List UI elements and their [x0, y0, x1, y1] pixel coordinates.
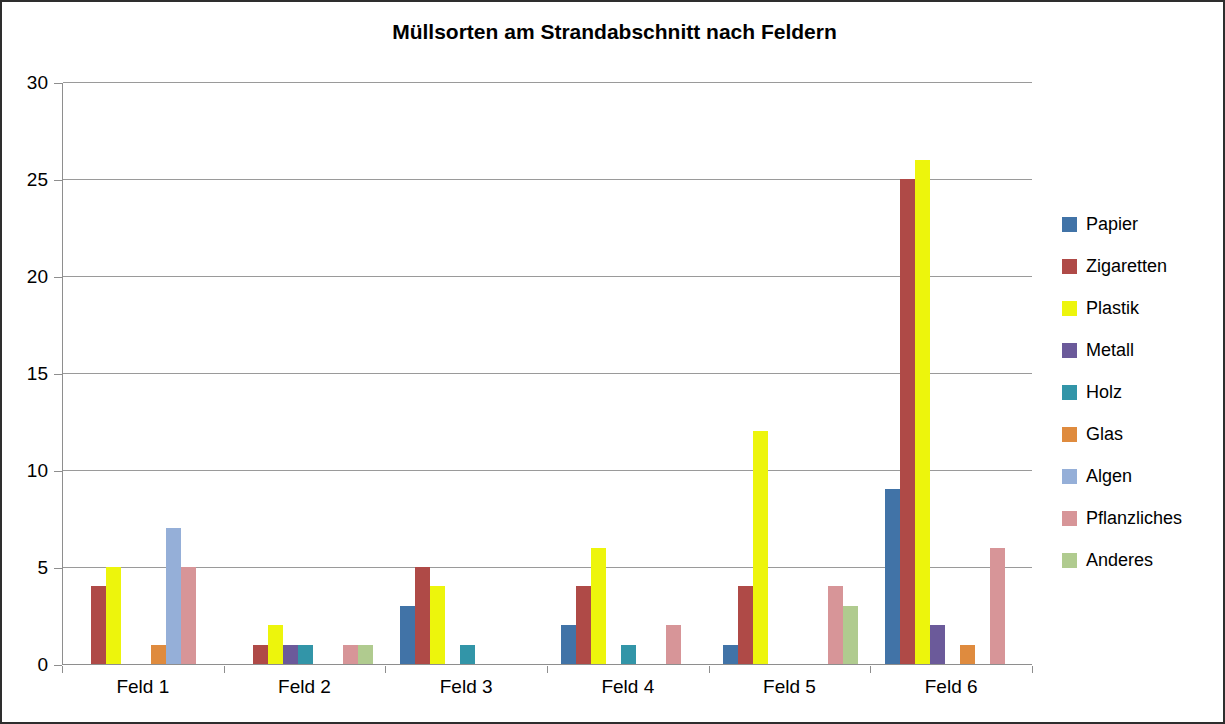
legend-swatch-icon — [1062, 511, 1077, 526]
x-tick-mark — [1032, 666, 1033, 673]
bar-algen-feld-1 — [166, 528, 181, 664]
legend-swatch-icon — [1062, 301, 1077, 316]
legend-item-holz: Holz — [1062, 371, 1182, 413]
legend-swatch-icon — [1062, 259, 1077, 274]
bar-plastik-feld-4 — [591, 548, 606, 664]
legend-item-papier: Papier — [1062, 203, 1182, 245]
y-axis-label: 20 — [2, 266, 48, 288]
bar-metall-feld-6 — [930, 625, 945, 664]
legend-item-pflanzliches: Pflanzliches — [1062, 497, 1182, 539]
y-axis-label: 10 — [2, 460, 48, 482]
x-tick-mark — [709, 666, 710, 673]
bar-plastik-feld-3 — [430, 586, 445, 664]
y-tick-mark — [54, 568, 62, 569]
bar-plastik-feld-5 — [753, 431, 768, 664]
bar-anderes-feld-2 — [358, 645, 373, 664]
legend-label: Zigaretten — [1086, 256, 1167, 277]
y-axis-label: 15 — [2, 363, 48, 385]
y-tick-mark — [54, 471, 62, 472]
legend-item-metall: Metall — [1062, 329, 1182, 371]
x-tick-mark — [385, 666, 386, 673]
y-axis-label: 5 — [2, 557, 48, 579]
bar-papier-feld-5 — [723, 645, 738, 664]
gridline-25 — [63, 179, 1032, 180]
bar-metall-feld-2 — [283, 645, 298, 664]
bar-papier-feld-6 — [885, 489, 900, 664]
y-tick-mark — [54, 180, 62, 181]
y-axis-label: 25 — [2, 169, 48, 191]
y-tick-mark — [54, 665, 62, 666]
x-tick-mark — [870, 666, 871, 673]
legend: Papier Zigaretten Plastik Metall Holz Glas Alg… — [1062, 203, 1182, 581]
bar-zigaretten-feld-1 — [91, 586, 106, 664]
legend-swatch-icon — [1062, 343, 1077, 358]
chart-title: Müllsorten am Strandabschnitt nach Felde… — [2, 20, 1225, 44]
x-axis-label-feld-3: Feld 3 — [385, 676, 547, 698]
bar-glas-feld-1 — [151, 645, 166, 664]
legend-label: Metall — [1086, 340, 1134, 361]
bar-zigaretten-feld-5 — [738, 586, 753, 664]
x-axis-label-feld-4: Feld 4 — [547, 676, 709, 698]
bar-holz-feld-4 — [621, 645, 636, 664]
legend-swatch-icon — [1062, 217, 1077, 232]
bar-papier-feld-3 — [400, 606, 415, 664]
legend-label: Plastik — [1086, 298, 1139, 319]
legend-item-glas: Glas — [1062, 413, 1182, 455]
bar-anderes-feld-5 — [843, 606, 858, 664]
bar-plastik-feld-1 — [106, 567, 121, 664]
legend-label: Holz — [1086, 382, 1122, 403]
bar-holz-feld-3 — [460, 645, 475, 664]
legend-item-zigaretten: Zigaretten — [1062, 245, 1182, 287]
x-axis-label-feld-1: Feld 1 — [62, 676, 224, 698]
bar-pflanzliches-feld-5 — [828, 586, 843, 664]
y-tick-mark — [54, 83, 62, 84]
legend-item-anderes: Anderes — [1062, 539, 1182, 581]
bar-pflanzliches-feld-1 — [181, 567, 196, 664]
y-tick-mark — [54, 374, 62, 375]
bar-zigaretten-feld-3 — [415, 567, 430, 664]
x-tick-mark — [62, 666, 63, 673]
bar-plastik-feld-2 — [268, 625, 283, 664]
gridline-20 — [63, 276, 1032, 277]
gridline-30 — [63, 82, 1032, 83]
gridline-15 — [63, 373, 1032, 374]
x-axis-label-feld-2: Feld 2 — [224, 676, 386, 698]
x-tick-mark — [547, 666, 548, 673]
bar-plastik-feld-6 — [915, 160, 930, 664]
plot-area — [62, 83, 1032, 665]
legend-swatch-icon — [1062, 469, 1077, 484]
legend-label: Algen — [1086, 466, 1132, 487]
legend-label: Anderes — [1086, 550, 1153, 571]
legend-swatch-icon — [1062, 427, 1077, 442]
bar-zigaretten-feld-6 — [900, 179, 915, 664]
bar-pflanzliches-feld-2 — [343, 645, 358, 664]
legend-swatch-icon — [1062, 553, 1077, 568]
bar-pflanzliches-feld-4 — [666, 625, 681, 664]
bar-papier-feld-4 — [561, 625, 576, 664]
x-axis-label-feld-5: Feld 5 — [709, 676, 871, 698]
bar-pflanzliches-feld-6 — [990, 548, 1005, 664]
legend-swatch-icon — [1062, 385, 1077, 400]
bar-glas-feld-6 — [960, 645, 975, 664]
bar-zigaretten-feld-2 — [253, 645, 268, 664]
legend-label: Pflanzliches — [1086, 508, 1182, 529]
legend-item-plastik: Plastik — [1062, 287, 1182, 329]
y-tick-mark — [54, 277, 62, 278]
legend-label: Papier — [1086, 214, 1138, 235]
bar-holz-feld-2 — [298, 645, 313, 664]
legend-item-algen: Algen — [1062, 455, 1182, 497]
legend-label: Glas — [1086, 424, 1123, 445]
gridline-10 — [63, 470, 1032, 471]
bar-chart: Müllsorten am Strandabschnitt nach Felde… — [0, 0, 1225, 724]
x-axis-label-feld-6: Feld 6 — [870, 676, 1032, 698]
y-axis-label: 0 — [2, 654, 48, 676]
bar-zigaretten-feld-4 — [576, 586, 591, 664]
x-tick-mark — [224, 666, 225, 673]
y-axis-label: 30 — [2, 72, 48, 94]
